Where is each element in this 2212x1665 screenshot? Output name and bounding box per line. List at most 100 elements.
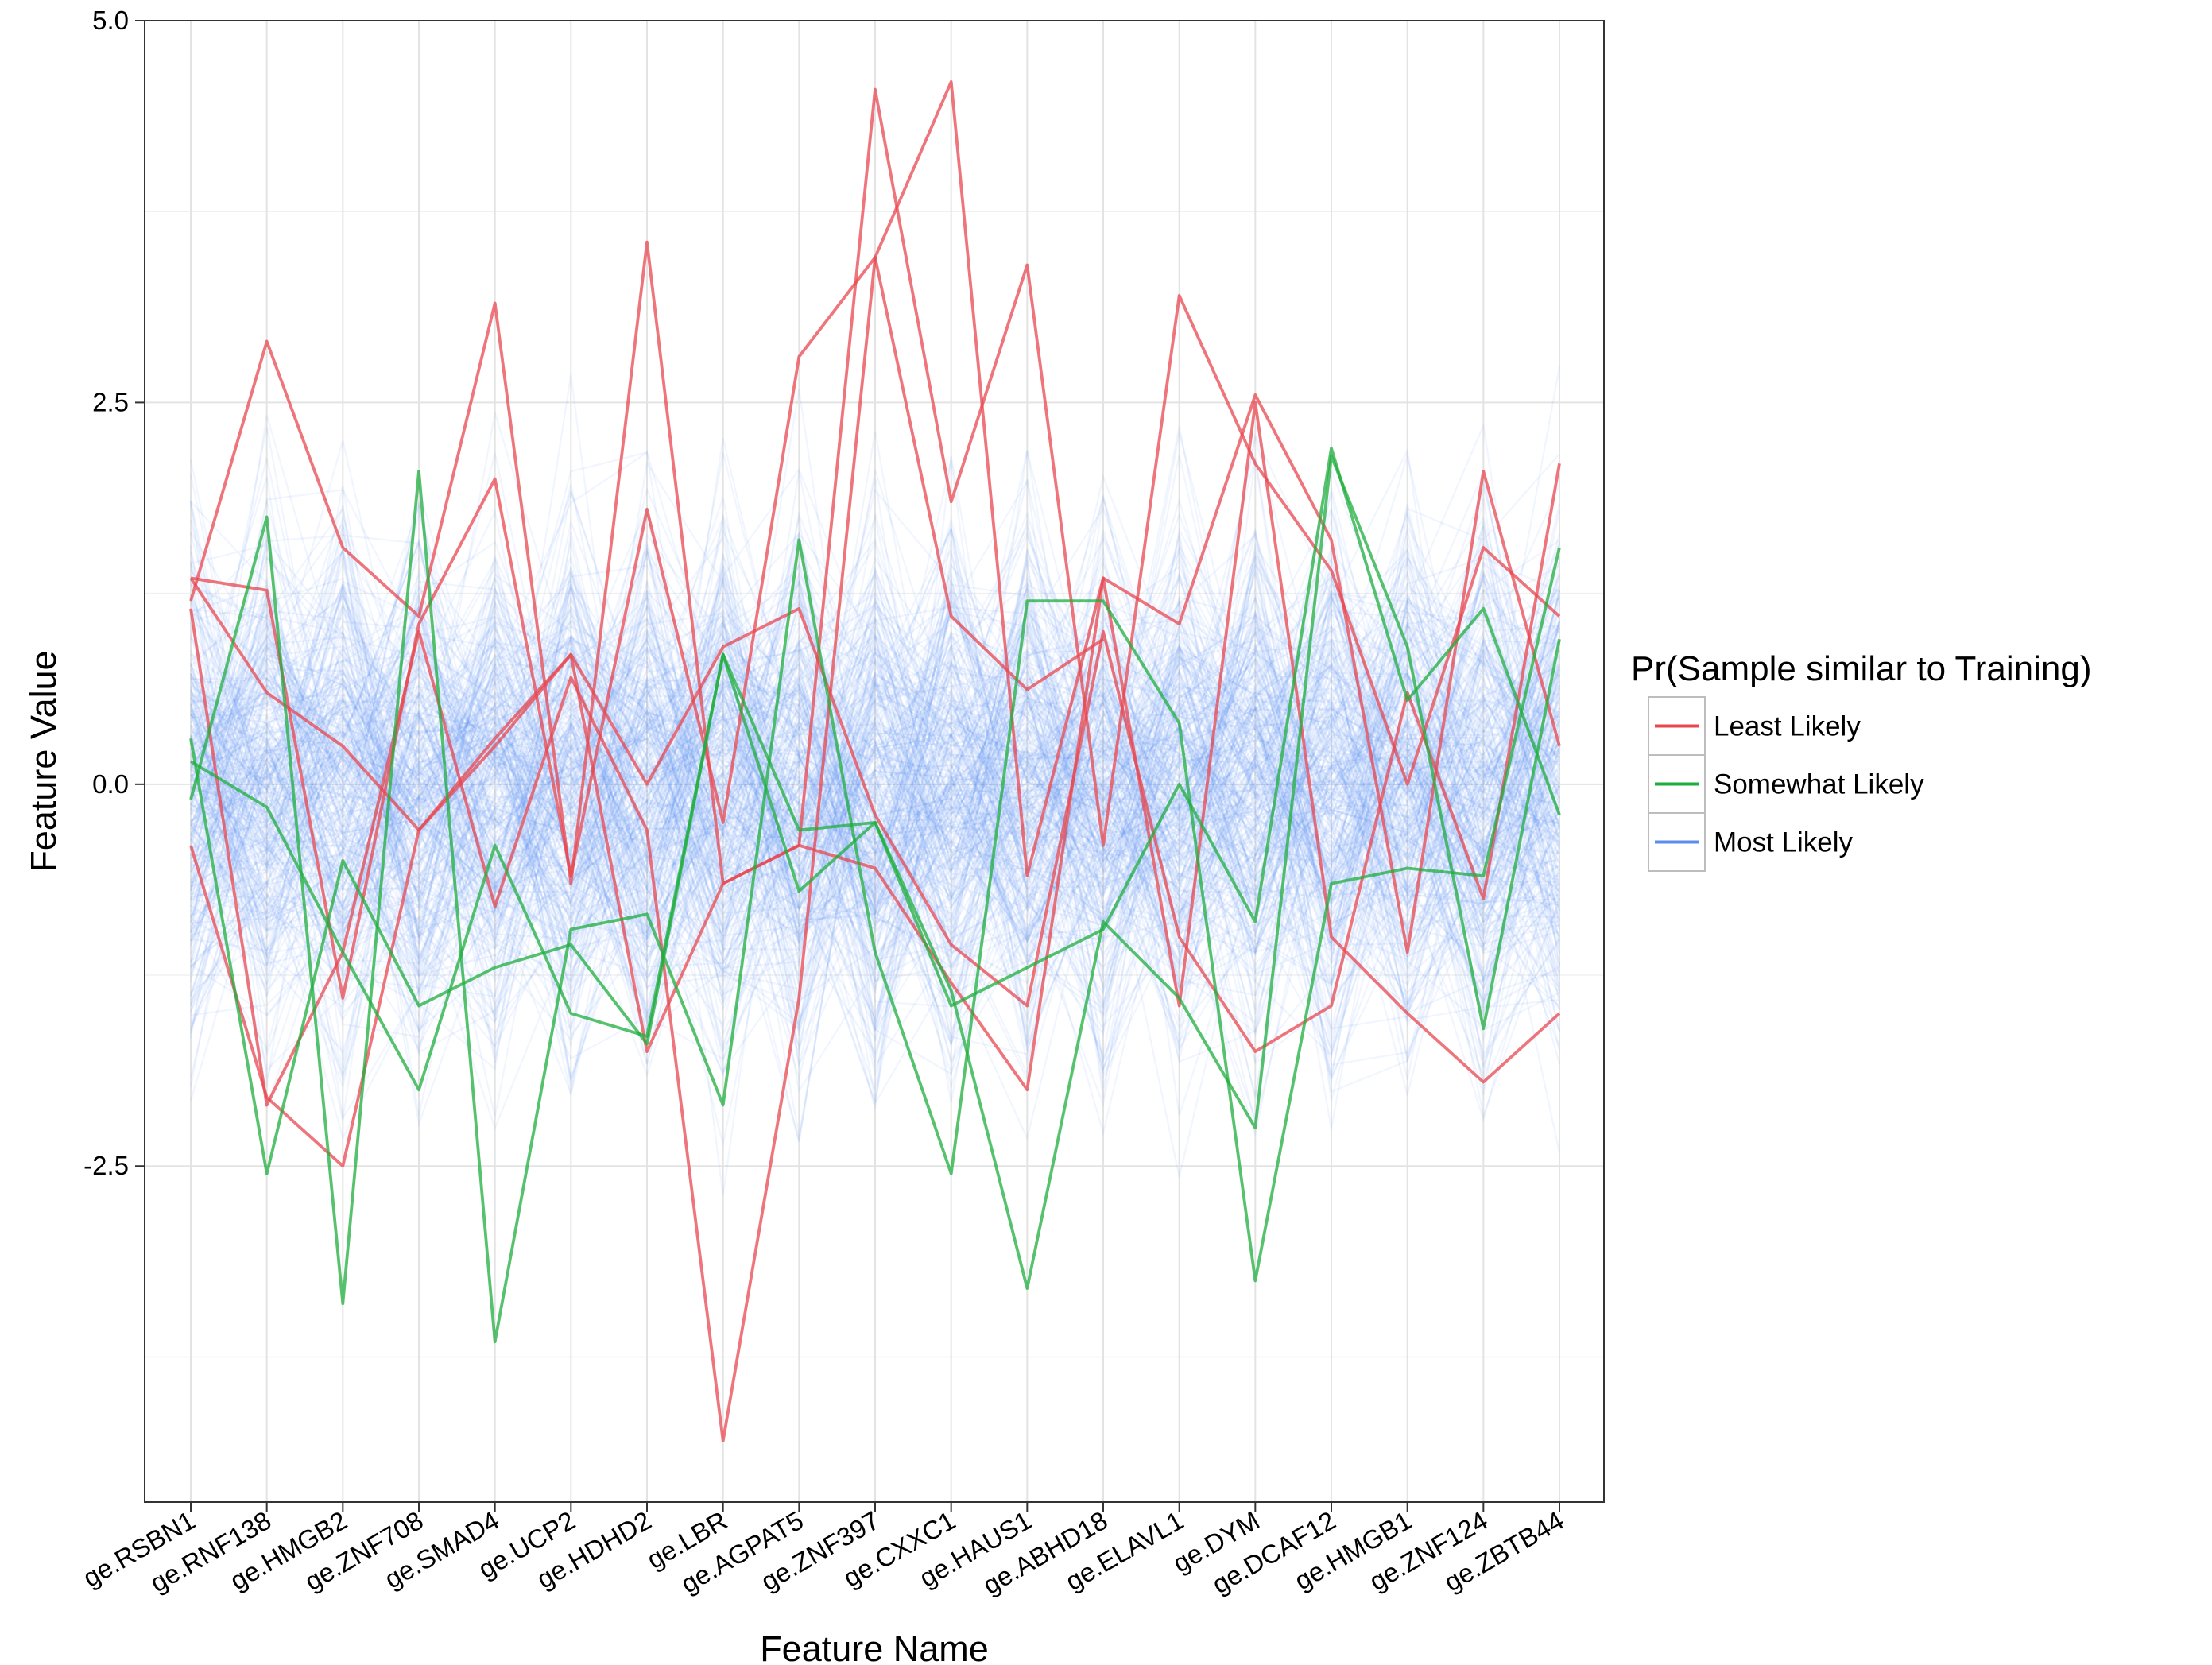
background-series-line <box>190 556 1561 1042</box>
background-series-line <box>190 541 1561 1141</box>
background-series-line <box>190 510 1561 967</box>
background-series-line <box>189 579 1561 1120</box>
background-series-line <box>189 563 1560 1007</box>
background-series-line <box>189 488 1560 929</box>
background-series-line <box>190 599 1560 1069</box>
background-series-line <box>190 587 1560 1063</box>
background-series-line <box>189 514 1561 1083</box>
background-series-line <box>190 503 1561 1052</box>
background-series-line <box>190 540 1561 1067</box>
series-line-somewhat-likely <box>189 454 1561 1290</box>
background-series-line <box>190 576 1561 1055</box>
background-series-line <box>190 492 1561 1099</box>
background-series-line <box>189 593 1560 989</box>
background-series-line <box>189 597 1560 920</box>
background-series-line <box>189 584 1561 1087</box>
background-series-line <box>189 524 1561 946</box>
background-series-line <box>190 556 1560 1034</box>
background-series-line <box>190 529 1560 1032</box>
background-series-line <box>190 668 1560 972</box>
background-series-line <box>190 389 1560 918</box>
background-series-line <box>190 637 1560 1128</box>
background-series-line <box>190 547 1560 1029</box>
y-axis-title: Feature Value <box>23 650 64 872</box>
background-series-line <box>190 526 1561 1096</box>
background-series-line <box>189 531 1560 1032</box>
background-series-line <box>190 498 1561 1043</box>
background-series-line <box>190 556 1561 1013</box>
background-series-line <box>190 540 1561 1063</box>
background-series-line <box>190 564 1561 1016</box>
background-series-line <box>189 567 1560 1076</box>
background-series-line <box>190 556 1560 981</box>
background-series-line <box>190 533 1561 947</box>
background-series-line <box>189 459 1560 887</box>
background-series-line <box>190 589 1560 1040</box>
background-series-line <box>190 670 1560 875</box>
background-series-line <box>190 432 1561 993</box>
background-series-line <box>189 530 1561 997</box>
background-series-line <box>190 541 1561 1055</box>
background-series-line <box>190 651 1560 1140</box>
background-series-line <box>190 569 1561 1063</box>
background-series-line <box>190 532 1561 966</box>
background-series-line <box>189 618 1560 1074</box>
background-series-line <box>189 612 1560 1018</box>
background-series-line <box>190 621 1560 979</box>
background-series-line <box>189 501 1560 1102</box>
legend-label: Least Likely <box>1714 711 1861 742</box>
background-series-line <box>190 576 1560 1007</box>
background-series-line <box>189 540 1560 1121</box>
background-series-line <box>190 550 1560 1007</box>
background-series-line <box>189 457 1561 1094</box>
background-series-line <box>190 625 1560 982</box>
background-series-line <box>190 540 1560 1036</box>
background-series-line <box>190 485 1561 1032</box>
background-series-line <box>190 511 1560 1117</box>
background-series-line <box>189 506 1561 1024</box>
background-series-line <box>190 634 1560 983</box>
background-series-line <box>189 577 1561 1050</box>
background-series-line <box>190 579 1560 935</box>
y-tick-label: 5.0 <box>92 6 129 35</box>
background-series-line <box>190 567 1561 1090</box>
background-series-line <box>190 436 1560 926</box>
background-series-line <box>190 549 1560 1054</box>
background-series-line <box>189 597 1560 1094</box>
background-series-line <box>189 560 1560 997</box>
most-likely-background-lines <box>189 366 1561 1196</box>
background-series-line <box>190 567 1560 1061</box>
background-series-line <box>190 503 1561 993</box>
background-series-line <box>190 643 1560 1017</box>
background-series-line <box>189 520 1561 1014</box>
background-series-line <box>190 474 1561 991</box>
background-series-line <box>190 478 1560 1034</box>
background-series-line <box>190 601 1560 1016</box>
background-series-line <box>190 509 1560 1021</box>
background-series-line <box>189 614 1560 1065</box>
background-series-line <box>190 573 1560 1032</box>
background-series-line <box>189 495 1560 1009</box>
background-series-line <box>189 543 1561 1034</box>
background-series-line <box>190 676 1561 1032</box>
background-series-line <box>189 621 1560 1013</box>
background-series-line <box>189 539 1560 1065</box>
background-series-line <box>190 570 1561 993</box>
background-series-line <box>189 573 1561 1005</box>
background-series-line <box>190 422 1561 1063</box>
background-series-line <box>190 578 1560 1048</box>
background-series-line <box>190 497 1561 982</box>
background-series-line <box>189 426 1560 970</box>
background-series-line <box>190 542 1561 1001</box>
background-series-line <box>190 634 1561 1123</box>
background-series-line <box>190 664 1560 1138</box>
background-series-line <box>190 513 1560 937</box>
background-series-line <box>190 608 1560 1027</box>
background-series-line <box>190 521 1561 1069</box>
background-series-line <box>190 558 1560 990</box>
background-series-line <box>189 509 1561 945</box>
series-line-least-likely <box>190 255 1105 1000</box>
background-series-line <box>189 600 1560 939</box>
background-series-line <box>190 602 1561 1071</box>
background-series-line <box>190 596 1561 962</box>
